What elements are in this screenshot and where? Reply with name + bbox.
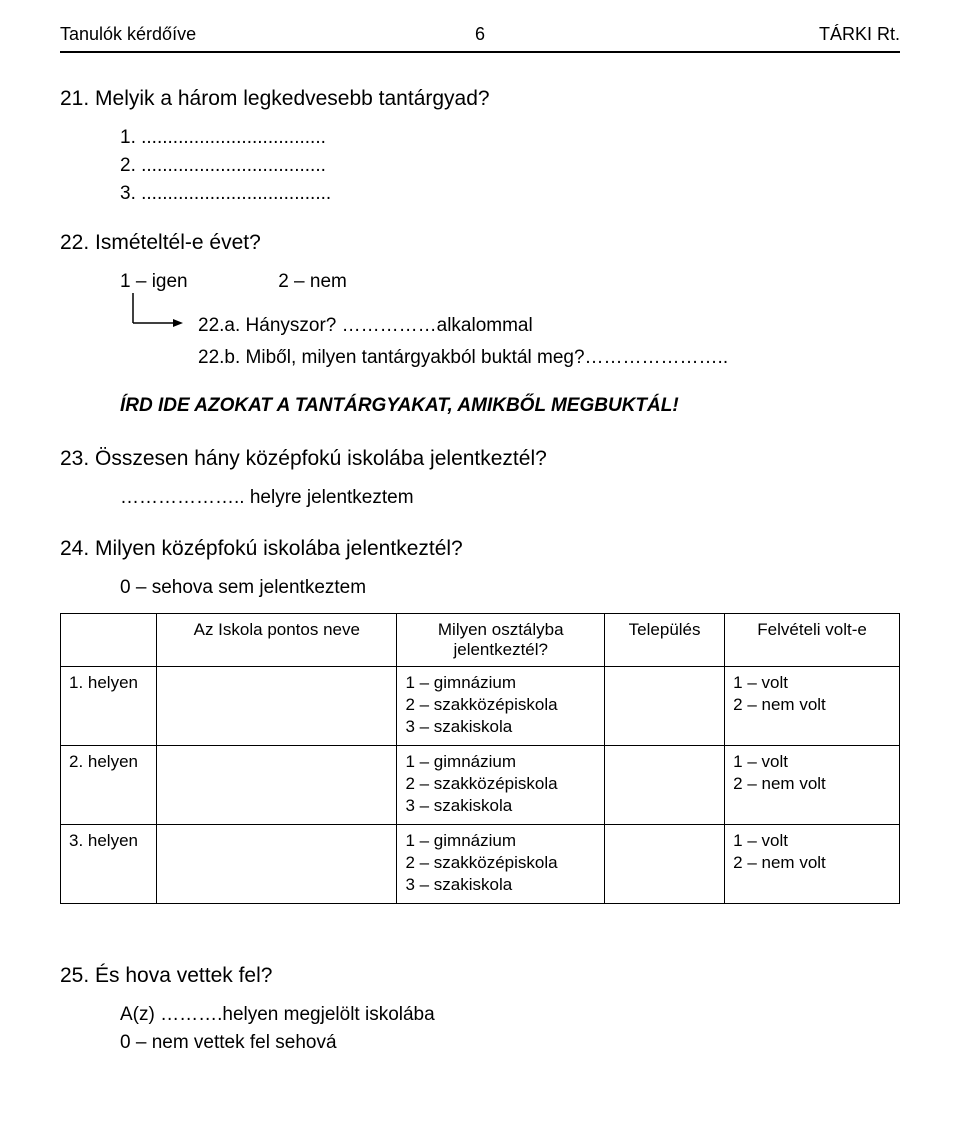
branch-arrow-icon (113, 293, 193, 383)
th-blank (61, 614, 157, 667)
q21-fillins: 1. ................................... 2… (120, 127, 900, 205)
header-page-number: 6 (340, 24, 620, 45)
school-name-input-2[interactable] (157, 746, 397, 825)
q22b-text[interactable]: 22.b. Miből, milyen tantárgyakból buktál… (198, 347, 728, 369)
q24-option-0[interactable]: 0 – sehova sem jelentkeztem (120, 577, 900, 599)
q25-title: 25. És hova vettek fel? (60, 964, 900, 988)
exam-cell-2[interactable]: 1 – volt 2 – nem volt (725, 746, 900, 825)
q21-line-3[interactable]: 3. .................................... (120, 183, 900, 205)
q25-option-0[interactable]: 0 – nem vettek fel sehová (120, 1032, 900, 1054)
q21-line-2[interactable]: 2. ................................... (120, 155, 900, 177)
row-label-2: 2. helyen (61, 746, 157, 825)
class-type-cell-1[interactable]: 1 – gimnázium 2 – szakközépiskola 3 – sz… (397, 667, 605, 746)
q22-options: 1 – igen 2 – nem (120, 271, 900, 293)
th-town: Település (605, 614, 725, 667)
q22-option-2[interactable]: 2 – nem (278, 271, 347, 293)
q23-fillin[interactable]: ……………….. helyre jelentkeztem (120, 487, 900, 509)
town-input-1[interactable] (605, 667, 725, 746)
header-right: TÁRKI Rt. (620, 24, 900, 45)
q22a-text[interactable]: 22.a. Hányszor? ……………alkalommal (198, 315, 533, 337)
q24-title: 24. Milyen középfokú iskolába jelentkezt… (60, 537, 900, 561)
th-school-name: Az Iskola pontos neve (157, 614, 397, 667)
table-row: 2. helyen 1 – gimnázium 2 – szakközépisk… (61, 746, 900, 825)
town-input-3[interactable] (605, 825, 725, 904)
q21-title: 21. Melyik a három legkedvesebb tantárgy… (60, 87, 900, 111)
th-exam: Felvételi volt-e (725, 614, 900, 667)
q22-arrow-block: 22.a. Hányszor? ……………alkalommal 22.b. Mi… (118, 299, 900, 387)
town-input-2[interactable] (605, 746, 725, 825)
school-name-input-1[interactable] (157, 667, 397, 746)
exam-cell-1[interactable]: 1 – volt 2 – nem volt (725, 667, 900, 746)
q22-option-1[interactable]: 1 – igen (120, 271, 188, 293)
table-row: 1. helyen 1 – gimnázium 2 – szakközépisk… (61, 667, 900, 746)
row-label-1: 1. helyen (61, 667, 157, 746)
q25-fillin[interactable]: A(z) ……….helyen megjelölt iskolába (120, 1004, 900, 1026)
q22-instruction: ÍRD IDE AZOKAT A TANTÁRGYAKAT, AMIKBŐL M… (120, 395, 900, 417)
q22-title: 22. Ismételtél-e évet? (60, 231, 900, 255)
q21-line-1[interactable]: 1. ................................... (120, 127, 900, 149)
class-type-cell-2[interactable]: 1 – gimnázium 2 – szakközépiskola 3 – sz… (397, 746, 605, 825)
th-class-type: Milyen osztályba jelentkeztél? (397, 614, 605, 667)
table-header-row: Az Iskola pontos neve Milyen osztályba j… (61, 614, 900, 667)
row-label-3: 3. helyen (61, 825, 157, 904)
header-rule (60, 51, 900, 53)
table-row: 3. helyen 1 – gimnázium 2 – szakközépisk… (61, 825, 900, 904)
header-left: Tanulók kérdőíve (60, 24, 340, 45)
exam-cell-3[interactable]: 1 – volt 2 – nem volt (725, 825, 900, 904)
q23-title: 23. Összesen hány középfokú iskolába jel… (60, 447, 900, 471)
page-header: Tanulók kérdőíve 6 TÁRKI Rt. (60, 24, 900, 45)
class-type-cell-3[interactable]: 1 – gimnázium 2 – szakközépiskola 3 – sz… (397, 825, 605, 904)
q24-table: Az Iskola pontos neve Milyen osztályba j… (60, 613, 900, 904)
school-name-input-3[interactable] (157, 825, 397, 904)
